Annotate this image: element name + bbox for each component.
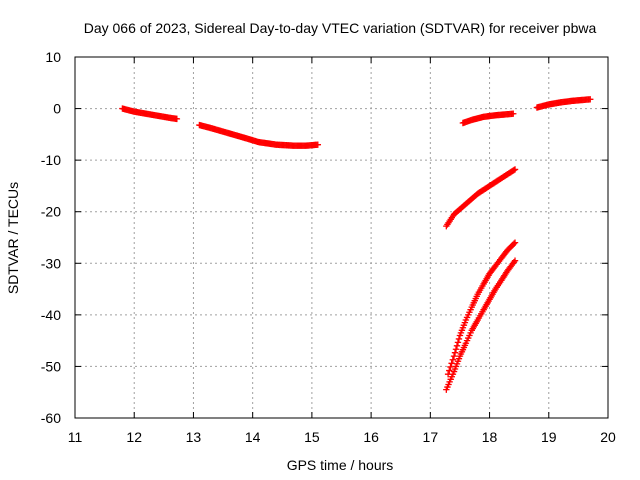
axis-ticks: 11 12 13 14 15 16 17 18 19 20 10 0 -10 -20 -30 -40 -50 -6…: [41, 49, 616, 445]
data-point: [510, 166, 518, 174]
series-arc-2: [196, 121, 322, 149]
x-tick-label: 20: [600, 429, 616, 445]
y-tick-label: 10: [45, 49, 61, 65]
data-point: [453, 342, 461, 349]
series-arc-3: [459, 110, 517, 127]
x-tick-label: 16: [363, 429, 379, 445]
y-tick-label: -10: [41, 152, 61, 168]
y-tick-label: -50: [41, 358, 61, 374]
y-tick-label: -20: [41, 204, 61, 220]
data-point: [510, 258, 518, 266]
x-tick-label: 14: [245, 429, 261, 445]
data-point: [446, 367, 453, 374]
data-point: [314, 141, 322, 148]
data-point: [511, 166, 519, 173]
grid-lines: [75, 57, 608, 418]
y-tick-label: -30: [41, 255, 61, 271]
y-axis-label: SDTVAR / TECUs: [5, 182, 21, 294]
y-tick-label: -60: [41, 410, 61, 426]
x-tick-label: 12: [126, 429, 142, 445]
series-arc-5: [443, 166, 519, 230]
chart-title: Day 066 of 2023, Sidereal Day-to-day VTE…: [84, 20, 597, 36]
series-arc-6: [444, 239, 519, 378]
plot-frame: [74, 56, 609, 419]
x-tick-label: 15: [304, 429, 320, 445]
series-arc-1: [119, 105, 181, 123]
data-point: [511, 257, 519, 264]
y-tick-label: -40: [41, 307, 61, 323]
data-points: [119, 96, 594, 393]
data-point: [451, 349, 459, 356]
data-point: [510, 110, 517, 117]
data-point: [450, 352, 458, 360]
data-point: [455, 335, 463, 343]
data-point: [587, 96, 594, 103]
data-point: [449, 356, 457, 363]
data-point: [452, 346, 460, 353]
y-tick-label: 0: [53, 101, 61, 117]
data-point: [454, 339, 462, 346]
series-arc-4: [533, 96, 594, 111]
x-tick-label: 13: [186, 429, 202, 445]
x-tick-label: 18: [482, 429, 498, 445]
x-tick-label: 19: [541, 429, 557, 445]
data-point: [173, 115, 181, 123]
series-arc-7: [443, 257, 519, 393]
x-tick-label: 17: [423, 429, 439, 445]
x-tick-label: 11: [68, 429, 83, 445]
data-point: [510, 240, 518, 247]
data-point: [447, 363, 454, 371]
x-axis-label: GPS time / hours: [287, 457, 394, 473]
data-point: [511, 239, 519, 246]
